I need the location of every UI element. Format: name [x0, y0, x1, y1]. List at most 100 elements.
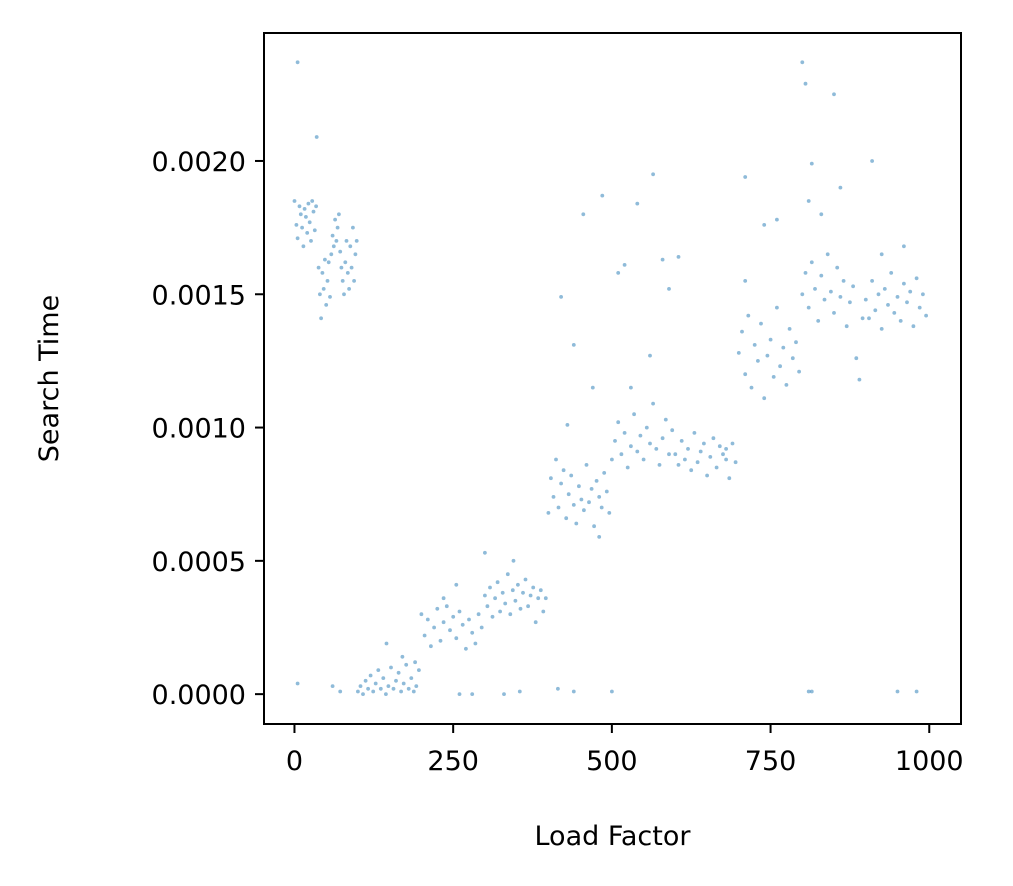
data-point — [641, 457, 646, 462]
data-point — [740, 329, 744, 334]
data-point — [386, 684, 391, 688]
data-point — [660, 257, 665, 262]
data-point — [589, 487, 594, 491]
data-point — [714, 465, 719, 470]
data-point — [318, 292, 322, 297]
data-point — [594, 479, 599, 483]
data-point — [307, 220, 312, 225]
data-point — [526, 604, 530, 609]
data-point — [870, 159, 874, 163]
data-point — [342, 292, 346, 297]
data-point — [921, 292, 925, 297]
data-point — [635, 449, 640, 454]
data-point — [366, 686, 370, 691]
data-point — [632, 412, 636, 417]
data-point — [854, 356, 859, 361]
data-point — [476, 612, 481, 617]
data-point — [517, 689, 522, 694]
data-point — [331, 244, 336, 249]
data-point — [705, 473, 709, 478]
data-point — [599, 505, 604, 510]
data-point — [717, 444, 722, 449]
data-point — [898, 319, 903, 323]
data-point — [384, 641, 389, 646]
data-point — [895, 689, 900, 694]
data-point — [870, 279, 874, 283]
data-point — [857, 377, 862, 382]
data-point — [851, 284, 855, 289]
data-point — [373, 681, 378, 686]
data-point — [488, 585, 492, 590]
data-point — [832, 311, 836, 315]
y-tick-label: 0.0010 — [152, 414, 246, 445]
data-point — [775, 217, 779, 222]
data-point — [803, 81, 808, 86]
data-point — [344, 239, 349, 243]
data-point — [312, 228, 317, 233]
data-point — [604, 489, 609, 494]
data-point — [800, 292, 805, 297]
data-point — [569, 473, 574, 478]
data-point — [314, 135, 319, 139]
data-point — [638, 433, 643, 438]
data-point — [292, 199, 297, 203]
data-point — [464, 646, 468, 651]
data-point — [516, 582, 520, 587]
data-point — [759, 321, 763, 326]
data-point — [581, 212, 586, 217]
data-point — [733, 460, 738, 465]
data-point — [454, 636, 459, 641]
data-point — [724, 457, 728, 462]
data-point — [648, 353, 652, 358]
data-point — [635, 201, 640, 206]
data-point — [343, 260, 348, 265]
data-point — [326, 260, 331, 265]
data-point — [335, 225, 340, 230]
data-point — [438, 638, 443, 643]
data-point — [667, 287, 671, 291]
y-tick-label: 0.0000 — [152, 680, 246, 711]
data-point — [914, 689, 919, 694]
data-point — [895, 295, 900, 299]
data-point — [356, 689, 360, 694]
data-point — [351, 225, 355, 230]
data-point — [448, 628, 452, 633]
data-point — [582, 508, 586, 513]
data-point — [651, 401, 655, 406]
data-point — [673, 452, 678, 457]
data-point — [425, 617, 430, 622]
data-point — [338, 689, 343, 694]
data-point — [876, 292, 881, 297]
data-point — [663, 417, 668, 422]
data-point — [429, 644, 433, 649]
data-point — [835, 265, 840, 270]
data-point — [667, 452, 671, 457]
data-point — [743, 279, 748, 283]
data-point — [400, 654, 405, 659]
data-point — [361, 692, 365, 696]
data-point — [889, 271, 894, 275]
data-point — [394, 678, 398, 683]
data-point — [616, 271, 621, 275]
data-point — [616, 420, 621, 425]
data-point — [399, 689, 403, 694]
data-point — [297, 204, 302, 209]
data-point — [765, 353, 770, 358]
data-point — [800, 60, 805, 65]
data-point — [538, 588, 543, 593]
data-point — [622, 263, 627, 267]
data-point — [727, 476, 732, 481]
data-point — [523, 577, 528, 582]
data-point — [376, 668, 381, 672]
data-point — [813, 287, 817, 291]
data-point — [702, 441, 706, 446]
data-point — [844, 324, 849, 329]
data-point — [543, 596, 548, 601]
data-point — [571, 503, 576, 507]
data-point — [411, 689, 416, 694]
x-tick-label: 500 — [586, 746, 638, 777]
data-point — [305, 231, 310, 235]
data-point — [708, 455, 713, 459]
data-point — [319, 316, 323, 321]
